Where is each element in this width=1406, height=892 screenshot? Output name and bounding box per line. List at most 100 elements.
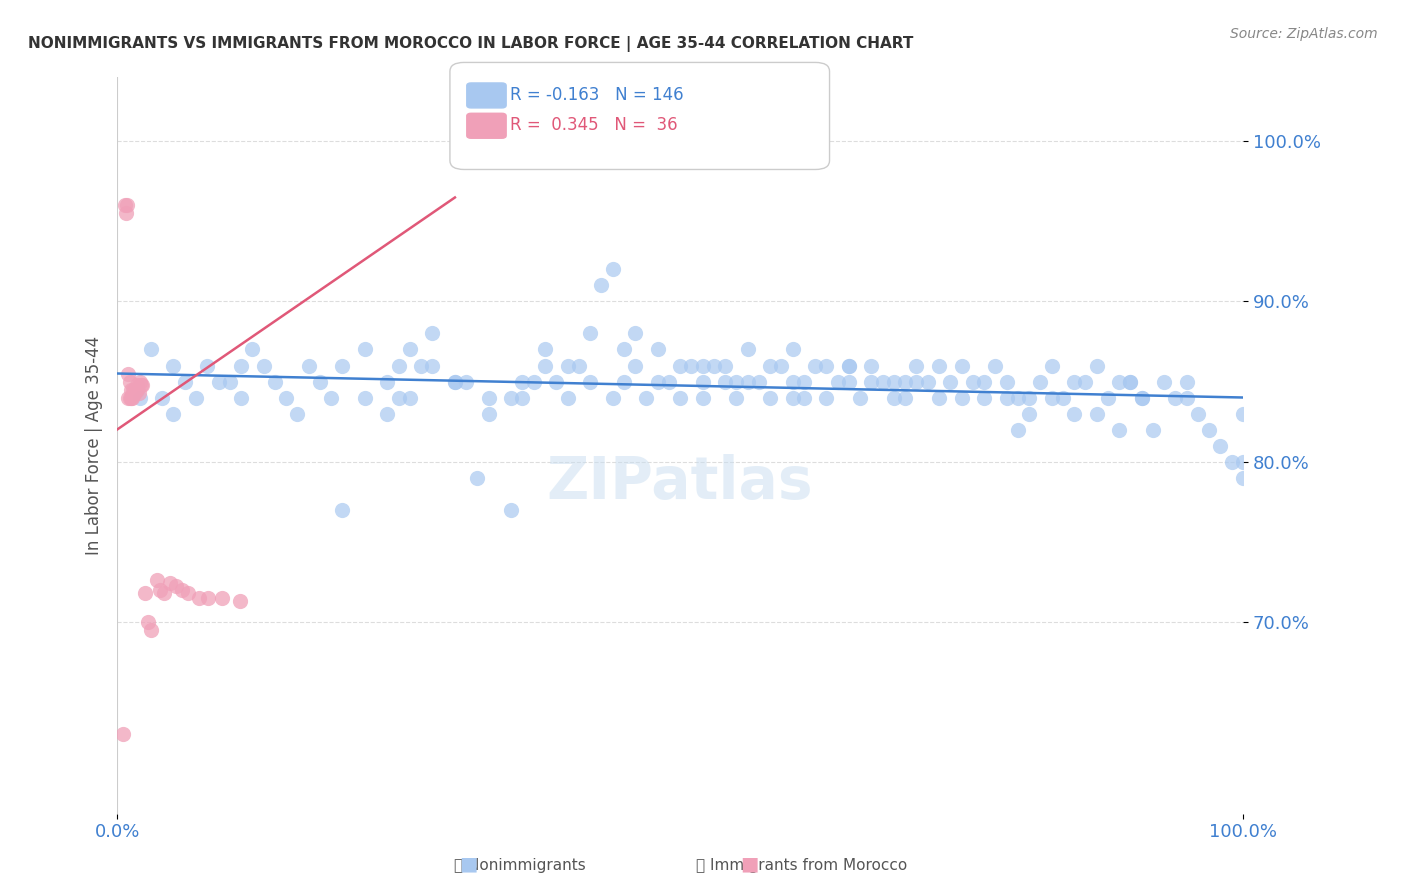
Point [117, 198, 139, 212]
Point [188, 591, 211, 605]
Point [478, 407, 501, 421]
Point [669, 391, 692, 405]
Point [1175, 375, 1198, 389]
Point [647, 375, 669, 389]
Text: Source: ZipAtlas.com: Source: ZipAtlas.com [1230, 27, 1378, 41]
Point [557, 359, 579, 373]
Point [1232, 470, 1254, 484]
Point [121, 391, 143, 405]
Point [748, 375, 770, 389]
Point [1007, 423, 1029, 437]
Point [523, 375, 546, 389]
Point [1209, 438, 1232, 452]
Point [1018, 407, 1040, 421]
Point [252, 359, 274, 373]
Point [984, 359, 1007, 373]
Point [1142, 423, 1164, 437]
Point [285, 407, 308, 421]
Point [658, 375, 681, 389]
Text: R =  0.345   N =  36: R = 0.345 N = 36 [510, 116, 678, 134]
Point [613, 375, 636, 389]
Point [195, 359, 218, 373]
Text: ZIPatlas: ZIPatlas [547, 454, 814, 511]
Point [1108, 375, 1130, 389]
Point [602, 391, 624, 405]
Point [115, 206, 138, 220]
Point [127, 383, 149, 397]
Point [725, 391, 748, 405]
Point [1130, 391, 1153, 405]
Point [478, 391, 501, 405]
Point [872, 375, 894, 389]
Point [838, 359, 860, 373]
Point [973, 391, 995, 405]
Text: ⬜ Nonimmigrants: ⬜ Nonimmigrants [454, 858, 586, 872]
Point [354, 343, 377, 357]
Point [579, 375, 602, 389]
Point [1164, 391, 1187, 405]
Point [330, 502, 353, 516]
Point [928, 359, 950, 373]
Point [512, 391, 534, 405]
Point [669, 359, 692, 373]
Point [793, 391, 815, 405]
Point [815, 391, 838, 405]
Point [274, 391, 297, 405]
Point [118, 391, 141, 405]
Point [894, 375, 917, 389]
Point [782, 343, 804, 357]
Point [117, 391, 139, 405]
Point [117, 367, 139, 381]
Text: R = -0.163   N = 146: R = -0.163 N = 146 [510, 86, 683, 103]
Point [127, 377, 149, 392]
Point [139, 343, 162, 357]
Point [714, 375, 737, 389]
Point [860, 375, 883, 389]
Point [444, 375, 467, 389]
Point [759, 359, 782, 373]
Point [149, 582, 172, 597]
Point [1007, 391, 1029, 405]
Point [692, 359, 714, 373]
Text: ■: ■ [740, 855, 759, 873]
Point [737, 343, 759, 357]
Point [534, 359, 557, 373]
Point [1175, 391, 1198, 405]
Point [319, 391, 342, 405]
Point [114, 198, 136, 212]
Point [1119, 375, 1142, 389]
Point [159, 576, 181, 591]
Point [804, 359, 827, 373]
Point [782, 375, 804, 389]
Point [703, 359, 725, 373]
Point [883, 375, 905, 389]
Point [534, 343, 557, 357]
Point [150, 391, 173, 405]
Point [388, 359, 411, 373]
Point [184, 391, 207, 405]
Point [939, 375, 962, 389]
Point [139, 623, 162, 637]
Point [1097, 391, 1119, 405]
Point [229, 359, 252, 373]
Point [827, 375, 849, 389]
Point [591, 278, 613, 293]
Point [173, 375, 195, 389]
Point [512, 375, 534, 389]
Point [388, 391, 411, 405]
Point [211, 591, 233, 605]
Point [122, 383, 145, 397]
Point [579, 326, 602, 341]
Point [124, 383, 146, 397]
Point [860, 359, 883, 373]
Point [838, 359, 860, 373]
Point [647, 343, 669, 357]
Point [122, 387, 145, 401]
Point [692, 375, 714, 389]
Point [928, 391, 950, 405]
Point [165, 579, 187, 593]
Point [1232, 454, 1254, 468]
Point [162, 407, 184, 421]
Point [568, 359, 591, 373]
Point [770, 359, 793, 373]
